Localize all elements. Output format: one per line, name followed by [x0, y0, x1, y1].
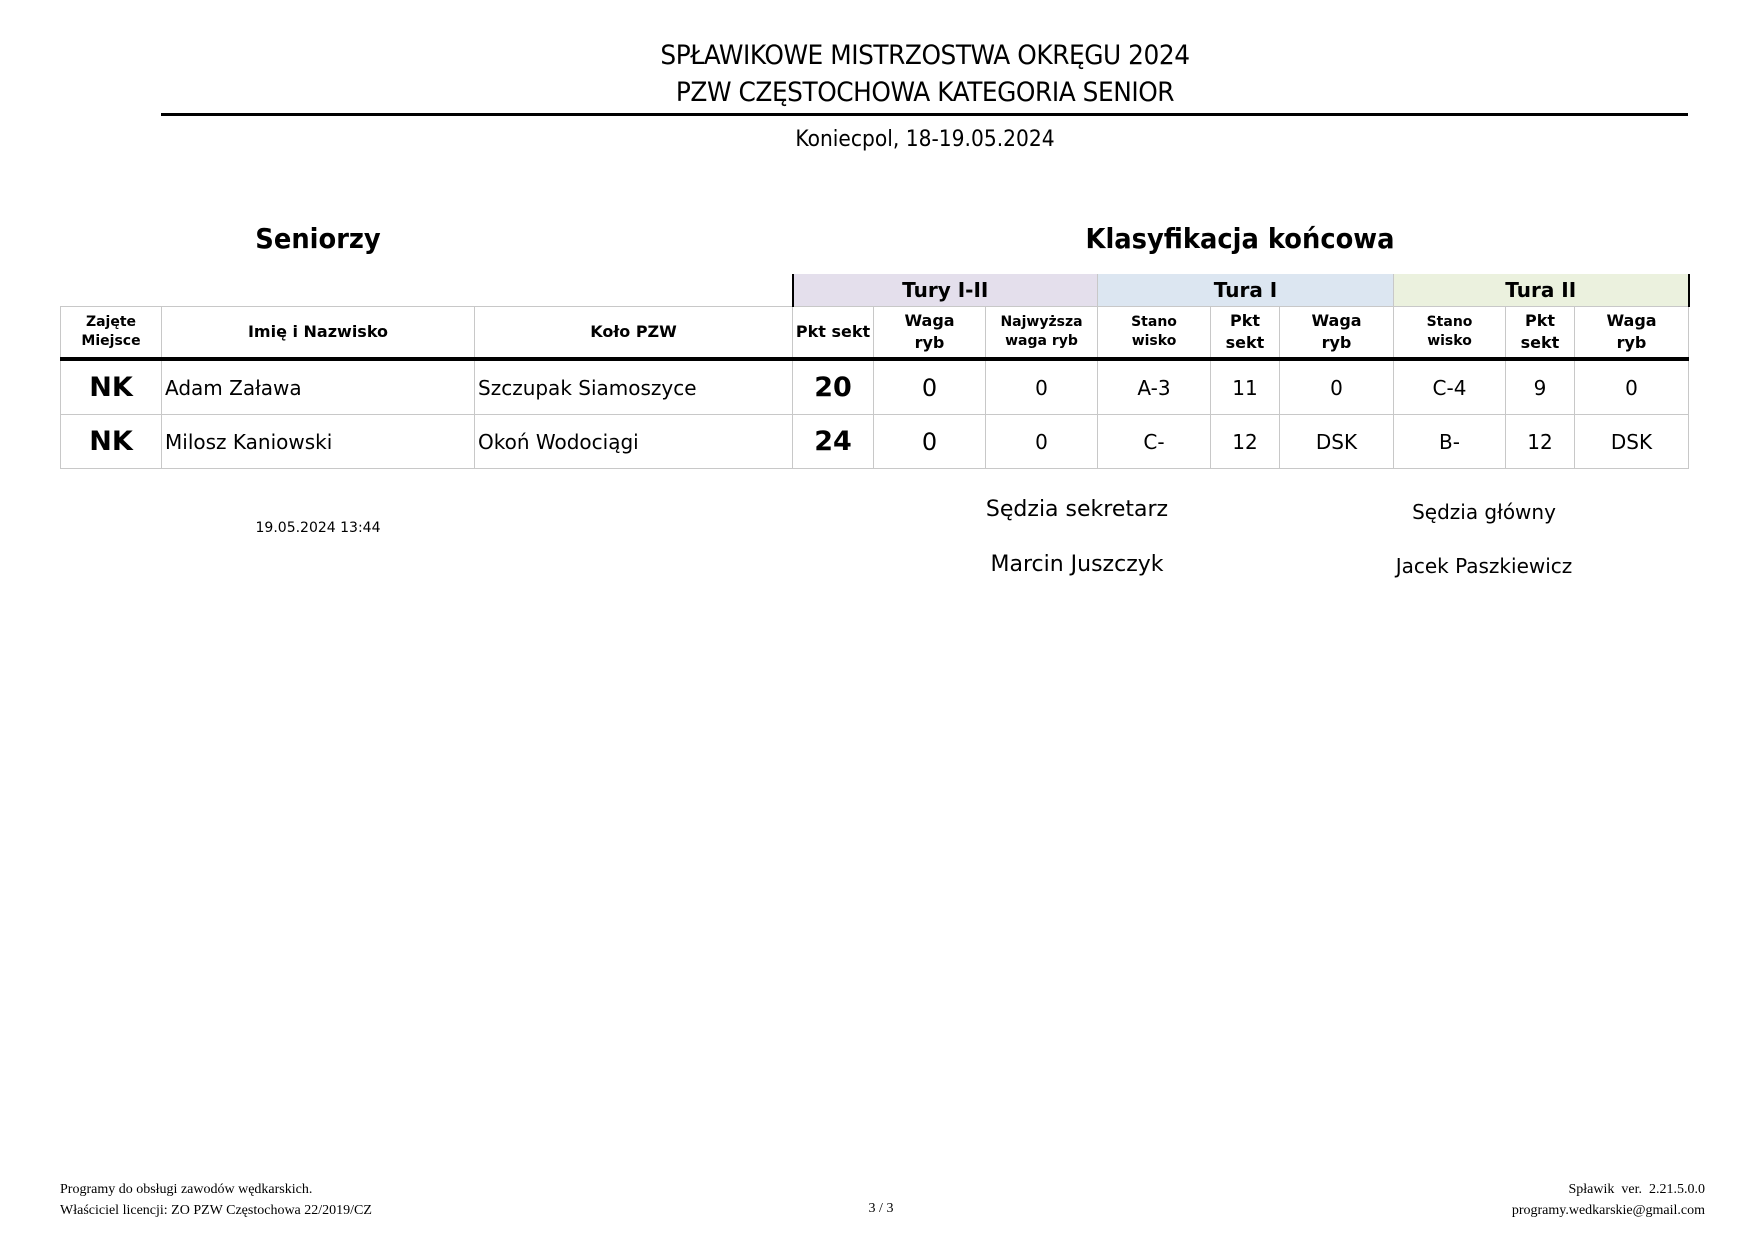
- group-tury-i-ii: Tury I-II: [791, 274, 1098, 307]
- t2-waga: DSK: [1574, 414, 1689, 469]
- footer-email: programy.wedkarskie@gmail.com: [1511, 1203, 1705, 1218]
- place: NK: [60, 414, 162, 469]
- pkt: 24: [792, 414, 874, 469]
- t1-pkt: 11: [1210, 358, 1280, 415]
- t2-stanowisko: C-4: [1393, 358, 1506, 415]
- category-heading: Seniorzy: [255, 222, 381, 255]
- secretary-name: Marcin Juszczyk: [990, 552, 1164, 577]
- place: NK: [60, 358, 162, 415]
- club: Szczupak Siamoszyce: [474, 358, 793, 415]
- classification-heading: Klasyfikacja końcowa: [1085, 222, 1395, 255]
- najw: 0: [985, 358, 1098, 415]
- col-t1-stanowisko: Stano wisko: [1097, 306, 1211, 361]
- col-club: Koło PZW: [474, 306, 793, 361]
- najw: 0: [985, 414, 1098, 469]
- waga: 0: [873, 414, 986, 469]
- col-place: Zajęte Miejsce: [60, 306, 162, 361]
- t2-pkt: 12: [1505, 414, 1575, 469]
- chief-judge-name: Jacek Paszkiewicz: [1395, 554, 1573, 578]
- waga: 0: [873, 358, 986, 415]
- name: Adam Zaława: [161, 358, 475, 415]
- group-tura-i: Tura I: [1097, 274, 1394, 307]
- chief-judge-label: Sędzia główny: [1412, 500, 1556, 524]
- t1-stanowisko: A-3: [1097, 358, 1211, 415]
- footer-programs: Programy do obsługi zawodów wędkarskich.: [60, 1182, 313, 1197]
- col-t1-waga: Waga ryb: [1279, 306, 1394, 361]
- pkt: 20: [792, 358, 874, 415]
- table-row: NK Adam Zaława Szczupak Siamoszyce 20 0 …: [60, 358, 1689, 415]
- club: Okoń Wodociągi: [474, 414, 793, 469]
- t1-waga: 0: [1279, 358, 1394, 415]
- title-line-1: SPŁAWIKOWE MISTRZOSTWA OKRĘGU 2024: [660, 40, 1190, 71]
- title-divider: [161, 113, 1688, 116]
- col-name: Imię i Nazwisko: [161, 306, 475, 361]
- col-pkt: Pkt sekt: [792, 306, 874, 361]
- t1-waga: DSK: [1279, 414, 1394, 469]
- col-najw: Najwyższa waga ryb: [985, 306, 1098, 361]
- group-tura-ii: Tura II: [1393, 274, 1690, 307]
- t1-stanowisko: C-: [1097, 414, 1211, 469]
- col-t2-waga: Waga ryb: [1574, 306, 1689, 361]
- footer-license: Właściciel licencji: ZO PZW Częstochowa …: [60, 1203, 372, 1218]
- t2-pkt: 9: [1505, 358, 1575, 415]
- footer-version: Spławik ver. 2.21.5.0.0: [1568, 1182, 1706, 1197]
- t1-pkt: 12: [1210, 414, 1280, 469]
- col-t2-stanowisko: Stano wisko: [1393, 306, 1506, 361]
- t2-stanowisko: B-: [1393, 414, 1506, 469]
- col-t1-pkt: Pkt sekt: [1210, 306, 1280, 361]
- col-waga: Waga ryb: [873, 306, 986, 361]
- t2-waga: 0: [1574, 358, 1689, 415]
- group-blank: [60, 274, 793, 307]
- name: Milosz Kaniowski: [161, 414, 475, 469]
- title-line-2: PZW CZĘSTOCHOWA KATEGORIA SENIOR: [675, 77, 1175, 108]
- table-row: NK Milosz Kaniowski Okoń Wodociągi 24 0 …: [60, 414, 1689, 469]
- page-number: 3 / 3: [868, 1201, 894, 1216]
- col-t2-pkt: Pkt sekt: [1505, 306, 1575, 361]
- timestamp: 19.05.2024 13:44: [255, 520, 381, 536]
- secretary-label: Sędzia sekretarz: [985, 497, 1169, 522]
- place-date: Koniecpol, 18-19.05.2024: [795, 127, 1055, 152]
- results-table: Tury I-II Tura I Tura II Zajęte Miejsce …: [60, 274, 1690, 469]
